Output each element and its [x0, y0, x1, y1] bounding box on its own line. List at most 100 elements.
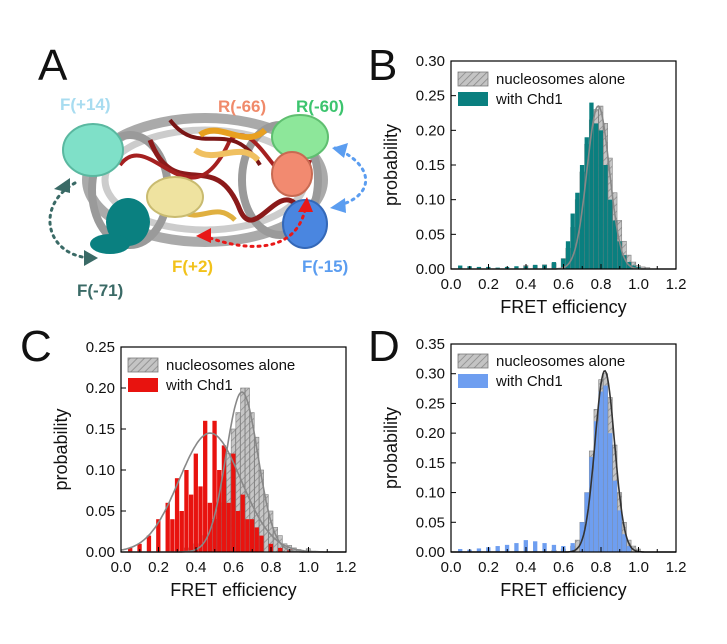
- y-axis-label: probability: [381, 124, 401, 206]
- legend-swatch: [457, 353, 489, 369]
- histogram-bar: [533, 264, 538, 269]
- histogram-bar: [598, 391, 603, 552]
- histogram-bar: [589, 456, 594, 552]
- histogram-bar: [193, 453, 198, 552]
- histogram-bar: [579, 522, 585, 552]
- histogram-bar: [170, 519, 175, 552]
- histogram-bar: [593, 123, 599, 270]
- histogram-bar: [514, 543, 519, 552]
- histogram-bar: [617, 510, 622, 552]
- x-tick-label: 0.6: [553, 559, 574, 576]
- histogram-bar: [146, 535, 152, 552]
- x-tick-label: 0.6: [223, 559, 244, 576]
- x-tick-label: 1.2: [666, 559, 687, 576]
- histogram-bar: [207, 502, 213, 552]
- y-tick-label: 0.00: [86, 544, 115, 561]
- y-tick-label: 0.20: [416, 425, 445, 442]
- x-tick-label: 0.2: [478, 559, 499, 576]
- histogram-bar: [603, 165, 608, 269]
- histogram-bar: [198, 486, 203, 552]
- histogram-bar: [235, 511, 241, 552]
- histogram-bar: [622, 255, 627, 269]
- x-tick-label: 1.2: [336, 559, 357, 576]
- histogram-bar: [593, 421, 599, 552]
- histogram-bar: [458, 549, 463, 552]
- histogram-bar: [184, 470, 189, 552]
- legend-swatch: [458, 374, 488, 388]
- x-tick-label: 0.8: [591, 559, 612, 576]
- x-tick-label: 0.8: [261, 559, 282, 576]
- legend-swatch: [128, 378, 158, 392]
- fluorophore-surfaces: [62, 114, 329, 254]
- histogram-bar: [226, 502, 231, 552]
- histogram-bar: [156, 519, 161, 552]
- y-tick-label: 0.30: [416, 53, 445, 70]
- transfer-arrows: [48, 143, 368, 266]
- histogram-bar: [245, 519, 250, 552]
- histogram-bar: [249, 519, 255, 552]
- histogram-bar: [137, 543, 142, 552]
- histogram-bar: [551, 262, 557, 269]
- chart-panel-d: 0.0 0.2 0.4 0.6 0.8 1.0 1.2 0.00 0.05 0.10 0.15 0.2…: [381, 336, 686, 600]
- x-tick-label: 0.2: [478, 276, 499, 293]
- histogram-bar: [504, 544, 510, 552]
- x-tick-label: 0.0: [111, 559, 132, 576]
- x-tick-label: 0.4: [516, 276, 537, 293]
- histogram-bar: [212, 420, 217, 552]
- histogram-bar: [174, 478, 180, 552]
- histogram-bar: [612, 220, 618, 269]
- y-tick-label: 0.05: [416, 226, 445, 243]
- panel-letter-d: D: [368, 322, 400, 371]
- legend-label: nucleosomes alone: [166, 357, 295, 374]
- histogram-bar: [259, 535, 264, 552]
- histogram-bar: [575, 192, 580, 269]
- histogram-bar: [608, 433, 613, 552]
- y-tick-label: 0.25: [416, 88, 445, 105]
- x-tick-label: 0.0: [441, 559, 462, 576]
- histogram-bar: [561, 258, 566, 269]
- histogram-bar: [523, 540, 528, 552]
- y-tick-label: 0.15: [416, 455, 445, 472]
- histogram-bar: [570, 543, 575, 552]
- x-tick-label: 1.0: [298, 559, 319, 576]
- legend-swatch: [127, 357, 159, 373]
- y-tick-label: 0.10: [416, 192, 445, 209]
- y-axis-label: probability: [381, 407, 401, 489]
- y-tick-label: 0.15: [416, 157, 445, 174]
- y-tick-label: 0.25: [86, 339, 115, 356]
- histogram-bar: [203, 420, 208, 552]
- histogram-bar: [188, 494, 194, 552]
- x-tick-label: 1.2: [666, 276, 687, 293]
- y-tick-label: 0.30: [416, 366, 445, 383]
- histogram-bar: [278, 547, 283, 552]
- histogram-bar: [542, 543, 547, 552]
- legend-label: with Chd1: [165, 377, 233, 394]
- panel-letter-a: A: [38, 41, 68, 90]
- y-tick-label: 0.10: [86, 462, 115, 479]
- histogram-bar: [495, 546, 500, 552]
- x-tick-label: 0.4: [516, 559, 537, 576]
- histogram-bar: [231, 453, 236, 552]
- histogram-bar: [598, 130, 603, 269]
- label-r66: R(-66): [218, 97, 266, 116]
- histogram-bar: [217, 470, 222, 552]
- histogram-bar: [617, 241, 622, 269]
- legend-swatch: [457, 71, 489, 87]
- histogram-bar: [570, 213, 575, 269]
- label-f14: F(+14): [60, 95, 111, 114]
- histogram-bar: [476, 548, 482, 552]
- histogram-bar: [584, 137, 589, 269]
- legend-label: nucleosomes alone: [496, 71, 625, 88]
- y-tick-label: 0.05: [86, 503, 115, 520]
- panel-letter-b: B: [368, 41, 398, 90]
- y-axis-label: probability: [51, 408, 71, 490]
- histogram-bar: [626, 546, 632, 552]
- y-tick-label: 0.15: [86, 421, 115, 438]
- dna-helix-illustration: [82, 113, 328, 249]
- histogram-bar: [476, 266, 482, 269]
- legend-swatch: [458, 92, 488, 106]
- y-tick-label: 0.20: [86, 380, 115, 397]
- histogram-bar: [551, 544, 557, 552]
- x-tick-label: 1.0: [628, 276, 649, 293]
